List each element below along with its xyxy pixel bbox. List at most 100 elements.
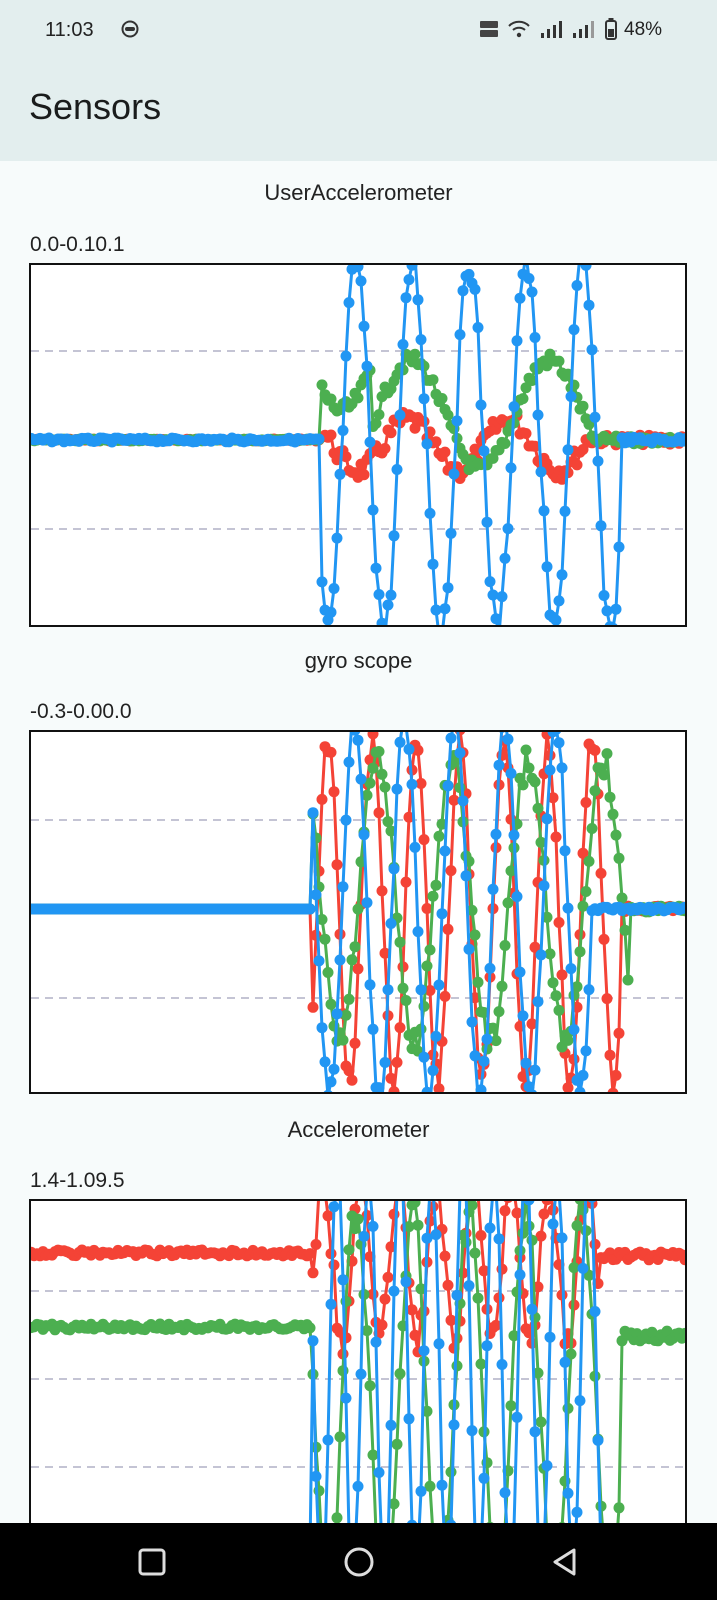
data-point [520,1057,532,1069]
data-point [562,1402,574,1414]
data-point [388,863,400,875]
data-point [526,1018,538,1030]
data-point [421,1086,433,1092]
data-point [463,1280,475,1292]
recents-icon[interactable] [135,1545,169,1579]
data-point [490,613,502,625]
data-point [448,794,460,806]
data-point [439,1250,451,1262]
data-point [328,786,340,798]
data-point [454,329,466,341]
data-point [472,1292,484,1304]
data-point [604,791,616,803]
data-point [436,1479,448,1491]
data-point [391,783,403,795]
data-point [538,880,550,892]
data-point [343,297,355,309]
data-point [445,732,457,744]
data-point [541,813,553,825]
data-point [364,979,376,991]
volte-icon [480,21,498,37]
data-point [562,1034,574,1046]
data-point [313,955,325,967]
data-point [523,273,535,284]
data-point [475,1230,487,1241]
data-point [577,900,589,912]
data-point [403,811,415,823]
data-point [553,737,565,749]
data-point [562,1487,574,1499]
series-points [31,732,685,1092]
data-point [598,933,610,945]
data-point [460,870,472,882]
data-point [565,963,577,975]
data-point [469,1247,481,1259]
data-point [532,996,544,1008]
data-point [589,785,601,797]
data-point [511,891,523,903]
data-point [553,917,565,928]
data-point [514,292,526,304]
app-notification-icon [121,20,139,38]
data-point [478,1265,490,1277]
data-point [451,1360,463,1372]
data-point [550,614,562,625]
data-point [559,845,571,857]
data-point [424,507,436,519]
data-point [529,440,541,452]
data-point [505,1400,517,1412]
data-point [598,769,610,781]
battery-icon [605,18,617,40]
chart-title-accelerometer: Accelerometer [287,1117,430,1142]
data-point [376,1319,388,1331]
data-point [613,1027,625,1039]
data-point [535,1230,547,1242]
home-icon[interactable] [342,1545,376,1579]
data-point [595,520,607,532]
chart-plot-gyro-scope [31,732,685,1092]
data-point [565,1348,577,1360]
data-point [361,360,373,372]
back-icon[interactable] [548,1545,582,1579]
data-point [391,464,403,475]
data-point [313,433,325,445]
data-point [376,617,388,625]
data-point [503,1201,513,1203]
data-point [343,1244,355,1256]
data-point [322,967,334,978]
data-point [403,1413,415,1425]
data-point [385,825,397,837]
data-point [469,443,481,455]
data-point [310,1239,322,1250]
data-point [475,1358,487,1370]
data-point [571,1220,583,1232]
data-point [523,762,535,774]
data-point [679,433,685,445]
data-point [577,1262,589,1274]
data-point [352,734,364,746]
data-point [484,962,496,974]
data-point [574,1395,586,1407]
data-point [323,1089,333,1092]
data-point [412,744,424,756]
data-point [454,732,466,736]
data-point [382,599,394,611]
data-point [577,1069,589,1081]
data-point [601,748,613,760]
data-point [478,1055,490,1067]
data-point [487,883,499,895]
data-point [527,1089,537,1092]
data-point [588,1201,596,1203]
data-point [427,374,439,386]
data-point [421,1232,433,1244]
app-bar: Sensors [0,60,717,161]
data-point [415,1283,427,1295]
data-point [364,777,376,789]
data-point [499,438,511,449]
data-point [307,1335,319,1347]
data-point [400,292,412,304]
data-point [325,1298,337,1310]
data-point [551,732,561,736]
data-point [316,914,328,925]
data-point [598,590,610,601]
